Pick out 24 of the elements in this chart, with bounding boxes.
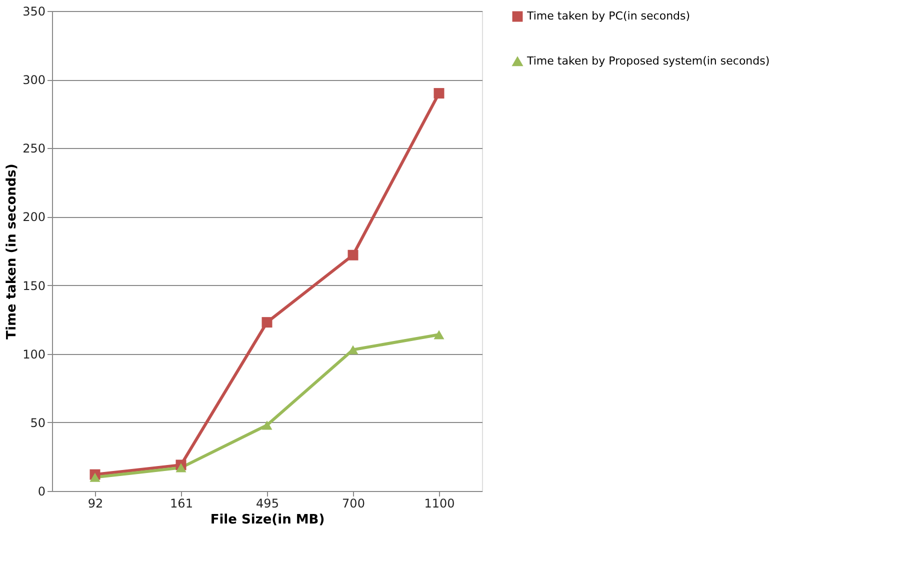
x-tick-label: 92: [88, 496, 104, 510]
y-tick-label: 0: [38, 484, 46, 498]
point: [262, 317, 272, 328]
x-tick-label: 161: [170, 496, 193, 510]
point: [176, 463, 186, 472]
x-tick-label: 495: [256, 496, 279, 510]
legend-label: Time taken by Proposed system(in seconds): [526, 54, 770, 68]
legend-label: Time taken by PC(in seconds): [526, 10, 690, 22]
y-tick-label: 200: [22, 210, 46, 224]
y-tick-label: 100: [22, 347, 46, 362]
point: [262, 420, 272, 430]
y-tick-label: 350: [22, 4, 46, 18]
x-tick-label: 1100: [424, 496, 455, 510]
point: [90, 472, 100, 482]
x-axis-title: File Size(in MB): [210, 512, 325, 528]
y-tick-label: 150: [22, 278, 46, 293]
y-tick-label: 300: [22, 73, 46, 88]
point: [434, 330, 444, 340]
x-tick-label: 700: [342, 496, 365, 510]
y-axis-title: Time taken (in seconds): [4, 164, 20, 340]
point: [348, 250, 358, 260]
y-tick-label: 50: [30, 416, 46, 430]
y-tick-label: 250: [22, 142, 46, 156]
point: [434, 88, 444, 99]
